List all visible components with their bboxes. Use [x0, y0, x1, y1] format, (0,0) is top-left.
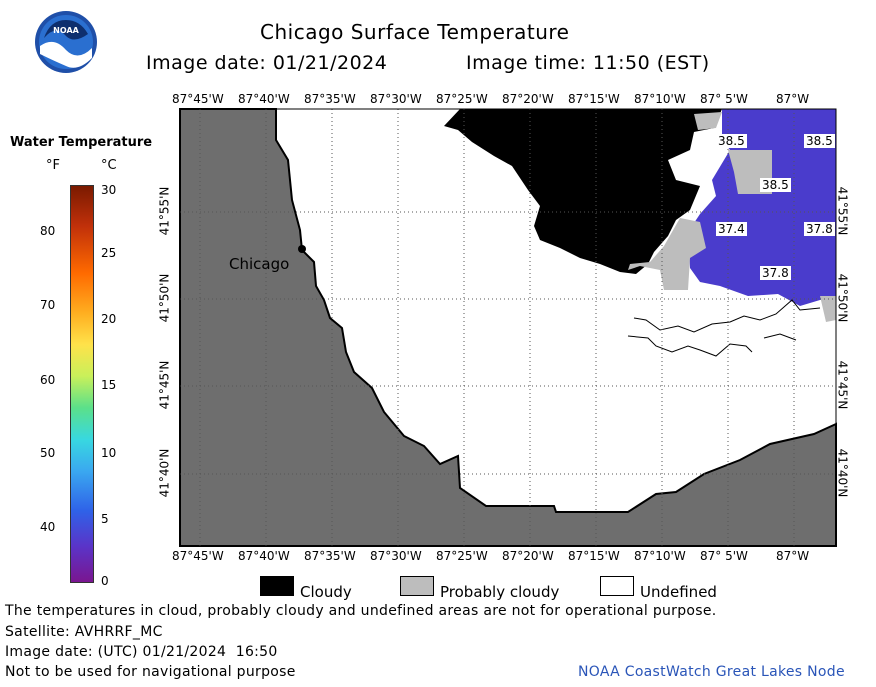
page-title: Chicago Surface Temperature: [260, 20, 570, 44]
temp-label: 38.5: [716, 134, 747, 148]
lat-label: 41°55'N: [157, 186, 172, 236]
legend-swatch-cloudy: [260, 576, 294, 596]
city-marker: [298, 245, 306, 253]
water-region: [688, 109, 836, 306]
colorbar-title: Water Temperature: [10, 135, 153, 150]
temp-label: 37.8: [804, 222, 835, 236]
legend-label-cloudy: Cloudy: [300, 583, 352, 601]
legend-swatch-probably-cloudy: [400, 576, 434, 596]
c-tick: 30: [101, 183, 117, 197]
lon-label: 87°20'W: [502, 549, 554, 563]
satellite-info: Satellite: AVHRRF_MC: [5, 624, 163, 640]
c-tick: 0: [101, 574, 109, 588]
land-west: [179, 108, 837, 547]
nav-warning: Not to be used for navigational purpose: [5, 664, 296, 680]
noaa-logo: NOAA: [34, 10, 98, 74]
colorbar: [70, 185, 94, 583]
lon-label: 87°35'W: [304, 92, 356, 106]
lon-label: 87°35'W: [304, 549, 356, 563]
f-tick: 40: [40, 520, 56, 534]
c-tick: 10: [101, 446, 117, 460]
unit-f: °F: [46, 158, 60, 173]
legend-swatch-undefined: [600, 576, 634, 596]
lon-label: 87°25'W: [436, 549, 488, 563]
f-tick: 60: [40, 373, 56, 387]
coastline-lines: [627, 299, 821, 357]
lon-label: 87°W: [776, 92, 810, 106]
lon-label: 87°15'W: [568, 549, 620, 563]
credit-link[interactable]: NOAA CoastWatch Great Lakes Node: [578, 664, 845, 680]
lon-label: 87°40'W: [238, 92, 290, 106]
logo-text: NOAA: [53, 26, 79, 35]
c-tick: 25: [101, 246, 117, 260]
lon-label: 87°15'W: [568, 92, 620, 106]
legend-label-undefined: Undefined: [640, 583, 717, 601]
lon-label: 87°20'W: [502, 92, 554, 106]
temp-label: 38.5: [760, 178, 791, 192]
f-tick: 70: [40, 298, 56, 312]
temp-label: 37.8: [760, 266, 791, 280]
lat-label: 41°40'N: [157, 448, 172, 498]
disclaimer: The temperatures in cloud, probably clou…: [5, 603, 717, 619]
lat-label: 41°45'N: [157, 360, 172, 410]
lon-label: 87°45'W: [172, 92, 224, 106]
graticule: [180, 109, 836, 546]
f-tick: 50: [40, 446, 56, 460]
city-label: Chicago: [229, 255, 289, 273]
lat-label: 41°50'N: [157, 273, 172, 323]
lat-label: 41°45'N: [835, 360, 850, 410]
temp-label: 38.5: [804, 134, 835, 148]
lat-label: 41°50'N: [835, 273, 850, 323]
lat-label: 41°55'N: [835, 186, 850, 236]
map-frame: [179, 108, 837, 547]
lon-label: 87°10'W: [634, 92, 686, 106]
image-date: Image date: 01/21/2024: [146, 52, 388, 74]
cloud-region: [444, 109, 722, 274]
lon-label: 87°25'W: [436, 92, 488, 106]
lon-label: 87°30'W: [370, 549, 422, 563]
legend-label-probably-cloudy: Probably cloudy: [440, 583, 560, 601]
lon-label: 87°W: [776, 549, 810, 563]
lon-label: 87° 5'W: [700, 549, 748, 563]
lon-label: 87° 5'W: [700, 92, 748, 106]
lon-label: 87°10'W: [634, 549, 686, 563]
lon-label: 87°30'W: [370, 92, 422, 106]
image-time: Image time: 11:50 (EST): [466, 52, 710, 74]
c-tick: 15: [101, 378, 117, 392]
lon-label: 87°40'W: [238, 549, 290, 563]
lon-label: 87°45'W: [172, 549, 224, 563]
lat-label: 41°40'N: [835, 448, 850, 498]
temp-label: 37.4: [716, 222, 747, 236]
f-tick: 80: [40, 224, 56, 238]
c-tick: 20: [101, 312, 117, 326]
unit-c: °C: [101, 158, 117, 173]
c-tick: 5: [101, 512, 109, 526]
utc-date: Image date: (UTC) 01/21/2024 16:50: [5, 644, 278, 660]
